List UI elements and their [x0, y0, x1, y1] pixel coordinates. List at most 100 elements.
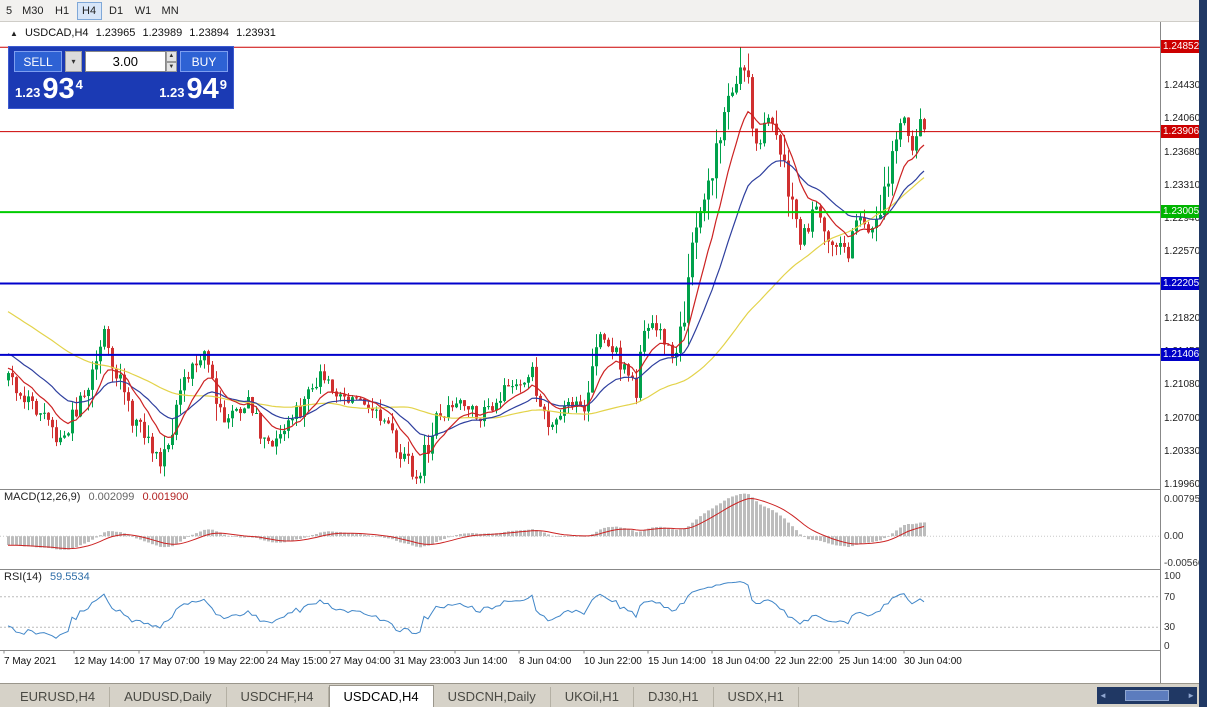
- rsi-scale-label: 100: [1164, 571, 1181, 582]
- time-tick-label: 17 May 07:00: [139, 656, 200, 667]
- price-tick-label: 1.20330: [1164, 446, 1201, 457]
- timeframe-button-H4[interactable]: H4: [76, 1, 102, 20]
- chevron-down-icon: ▾: [71, 57, 76, 66]
- lot-spinner: ▲ ▼: [165, 51, 177, 72]
- horizontal-scrollbar[interactable]: ◄ ►: [1097, 687, 1197, 704]
- price-tick-label: 1.21080: [1164, 379, 1201, 390]
- time-tick-label: 12 May 14:00: [74, 656, 135, 667]
- time-tick-label: 25 Jun 14:00: [839, 656, 897, 667]
- sell-button[interactable]: SELL: [14, 51, 62, 72]
- macd-histogram: [7, 493, 926, 550]
- time-tick-label: 27 May 04:00: [330, 656, 391, 667]
- rsi-title: RSI(14): [4, 571, 42, 583]
- scrollbar-handle[interactable]: [1125, 690, 1169, 701]
- sell-price-sup: 4: [75, 77, 83, 92]
- hline-price-label: 1.24852: [1161, 40, 1200, 53]
- lot-dropdown-button[interactable]: ▾: [65, 51, 82, 72]
- lot-size-input[interactable]: [85, 51, 166, 72]
- ma-slow-line: [7, 177, 925, 419]
- macd-title: MACD(12,26,9): [4, 491, 81, 503]
- chart-tabs-bar: EURUSD,H4 AUDUSD,Daily USDCHF,H4 USDCAD,H4 U…: [0, 683, 1199, 707]
- ohlc-high: 1.23989: [142, 27, 183, 39]
- price-tick-label: 1.19960: [1164, 479, 1201, 490]
- chart-tab-DJ30[interactable]: DJ30,H1: [634, 687, 714, 707]
- ohlc-header: ▲ USDCAD,H4 1.23965 1.23989 1.23894 1.23…: [10, 27, 280, 39]
- time-tick-label: 30 Jun 04:00: [904, 656, 962, 667]
- spin-down-icon[interactable]: ▼: [165, 61, 177, 72]
- rsi-line: [7, 581, 925, 639]
- chart-tab-AUDUSD[interactable]: AUDUSD,Daily: [110, 687, 227, 707]
- buy-price-prefix: 1.23: [159, 85, 185, 100]
- rsi-header: RSI(14) 59.5534: [4, 571, 95, 583]
- macd-signal-value: 0.001900: [142, 491, 189, 503]
- price-tick-label: 1.22940: [1164, 213, 1201, 224]
- rsi-scale-label: 70: [1164, 592, 1176, 603]
- chart-tab-USDCNH[interactable]: USDCNH,Daily: [434, 687, 551, 707]
- ma-medium-line: [7, 160, 925, 437]
- time-tick-label: 22 Jun 22:00: [775, 656, 833, 667]
- timeframe-button-MN[interactable]: MN: [161, 4, 179, 17]
- hline-price-label: 1.21406: [1161, 348, 1200, 361]
- buy-price-sup: 9: [219, 77, 227, 92]
- price-tick-label: 1.24060: [1164, 113, 1201, 124]
- buy-price-display[interactable]: 1.23 94 9: [159, 74, 227, 104]
- spin-up-icon[interactable]: ▲: [165, 51, 177, 62]
- sell-price-big: 93: [42, 73, 75, 105]
- ohlc-close: 1.23931: [236, 27, 276, 39]
- price-tick-label: 1.21820: [1164, 313, 1201, 324]
- price-tick-label: 1.23680: [1164, 147, 1201, 158]
- sell-price-display[interactable]: 1.23 93 4: [15, 74, 83, 104]
- macd-signal-line: [7, 497, 925, 550]
- macd-scale-label: 0.00: [1164, 531, 1184, 542]
- timeframe-button-5[interactable]: 5: [6, 4, 13, 17]
- chart-tab-USDX[interactable]: USDX,H1: [714, 687, 799, 707]
- time-tick-label: 18 Jun 04:00: [712, 656, 770, 667]
- rsi-value: 59.5534: [49, 571, 90, 583]
- time-tick-label: 15 Jun 14:00: [648, 656, 706, 667]
- rsi-scale-label: 0: [1164, 641, 1170, 652]
- scroll-right-icon[interactable]: ►: [1187, 691, 1195, 700]
- price-tick-label: 1.20700: [1164, 413, 1201, 424]
- macd-header: MACD(12,26,9) 0.002099 0.001900: [4, 491, 193, 503]
- timeframe-button-D1[interactable]: D1: [109, 4, 124, 17]
- price-axis[interactable]: 1.24430 1.24060 1.23680 1.23310 1.22940 1.225…: [1160, 22, 1206, 683]
- price-tick-label: 1.24430: [1164, 80, 1201, 91]
- time-tick-label: 8 Jun 04:00: [519, 656, 572, 667]
- chart-tab-EURUSD[interactable]: EURUSD,H4: [6, 687, 111, 707]
- hline-price-label: 1.22205: [1161, 277, 1200, 290]
- chart-tab-USDCHF[interactable]: USDCHF,H4: [227, 687, 329, 707]
- price-tick-label: 1.22570: [1164, 246, 1201, 257]
- hline-price-label: 1.23906: [1161, 125, 1200, 138]
- macd-scale-label: -0.00566: [1164, 558, 1204, 569]
- candlestick-series: [7, 47, 926, 484]
- chart-tab-USDCAD[interactable]: USDCAD,H4: [328, 685, 434, 707]
- buy-price-big: 94: [186, 73, 219, 105]
- timeframe-button-M30[interactable]: M30: [22, 4, 44, 17]
- timeframe-button-H1[interactable]: H1: [55, 4, 70, 17]
- hline-price-label: 1.23005: [1161, 205, 1200, 218]
- time-tick-label: 10 Jun 22:00: [584, 656, 642, 667]
- one-click-trading-panel: SELL ▾ ▲ ▼ BUY 1.23 93 4: [8, 46, 234, 109]
- price-chart[interactable]: [0, 22, 1160, 683]
- timeframe-button-W1[interactable]: W1: [134, 4, 152, 17]
- macd-main-value: 0.002099: [88, 491, 135, 503]
- chart-tab-UKOil[interactable]: UKOil,H1: [551, 687, 634, 707]
- window-right-border: [1199, 0, 1207, 707]
- sell-price-prefix: 1.23: [15, 85, 41, 100]
- chart-symbol-label: USDCAD,H4: [24, 27, 89, 39]
- time-tick-label: 19 May 22:00: [204, 656, 265, 667]
- buy-button[interactable]: BUY: [180, 51, 228, 72]
- price-tick-label: 1.23310: [1164, 180, 1201, 191]
- macd-scale-label: 0.007959: [1164, 494, 1206, 505]
- timeframe-toolbar: 5 M30 H1 H4 D1 W1 MN: [0, 0, 1199, 22]
- chart-area[interactable]: ▲ USDCAD,H4 1.23965 1.23989 1.23894 1.23…: [0, 22, 1160, 683]
- time-tick-label: 7 May 2021: [4, 656, 57, 667]
- time-tick-label: 31 May 23:00: [394, 656, 455, 667]
- time-tick-label: 3 Jun 14:00: [455, 656, 508, 667]
- scroll-left-icon[interactable]: ◄: [1099, 691, 1107, 700]
- ohlc-open: 1.23965: [95, 27, 136, 39]
- ohlc-low: 1.23894: [189, 27, 230, 39]
- panel-collapse-icon[interactable]: ▲: [10, 29, 18, 38]
- scrollbar-track[interactable]: [1107, 690, 1187, 701]
